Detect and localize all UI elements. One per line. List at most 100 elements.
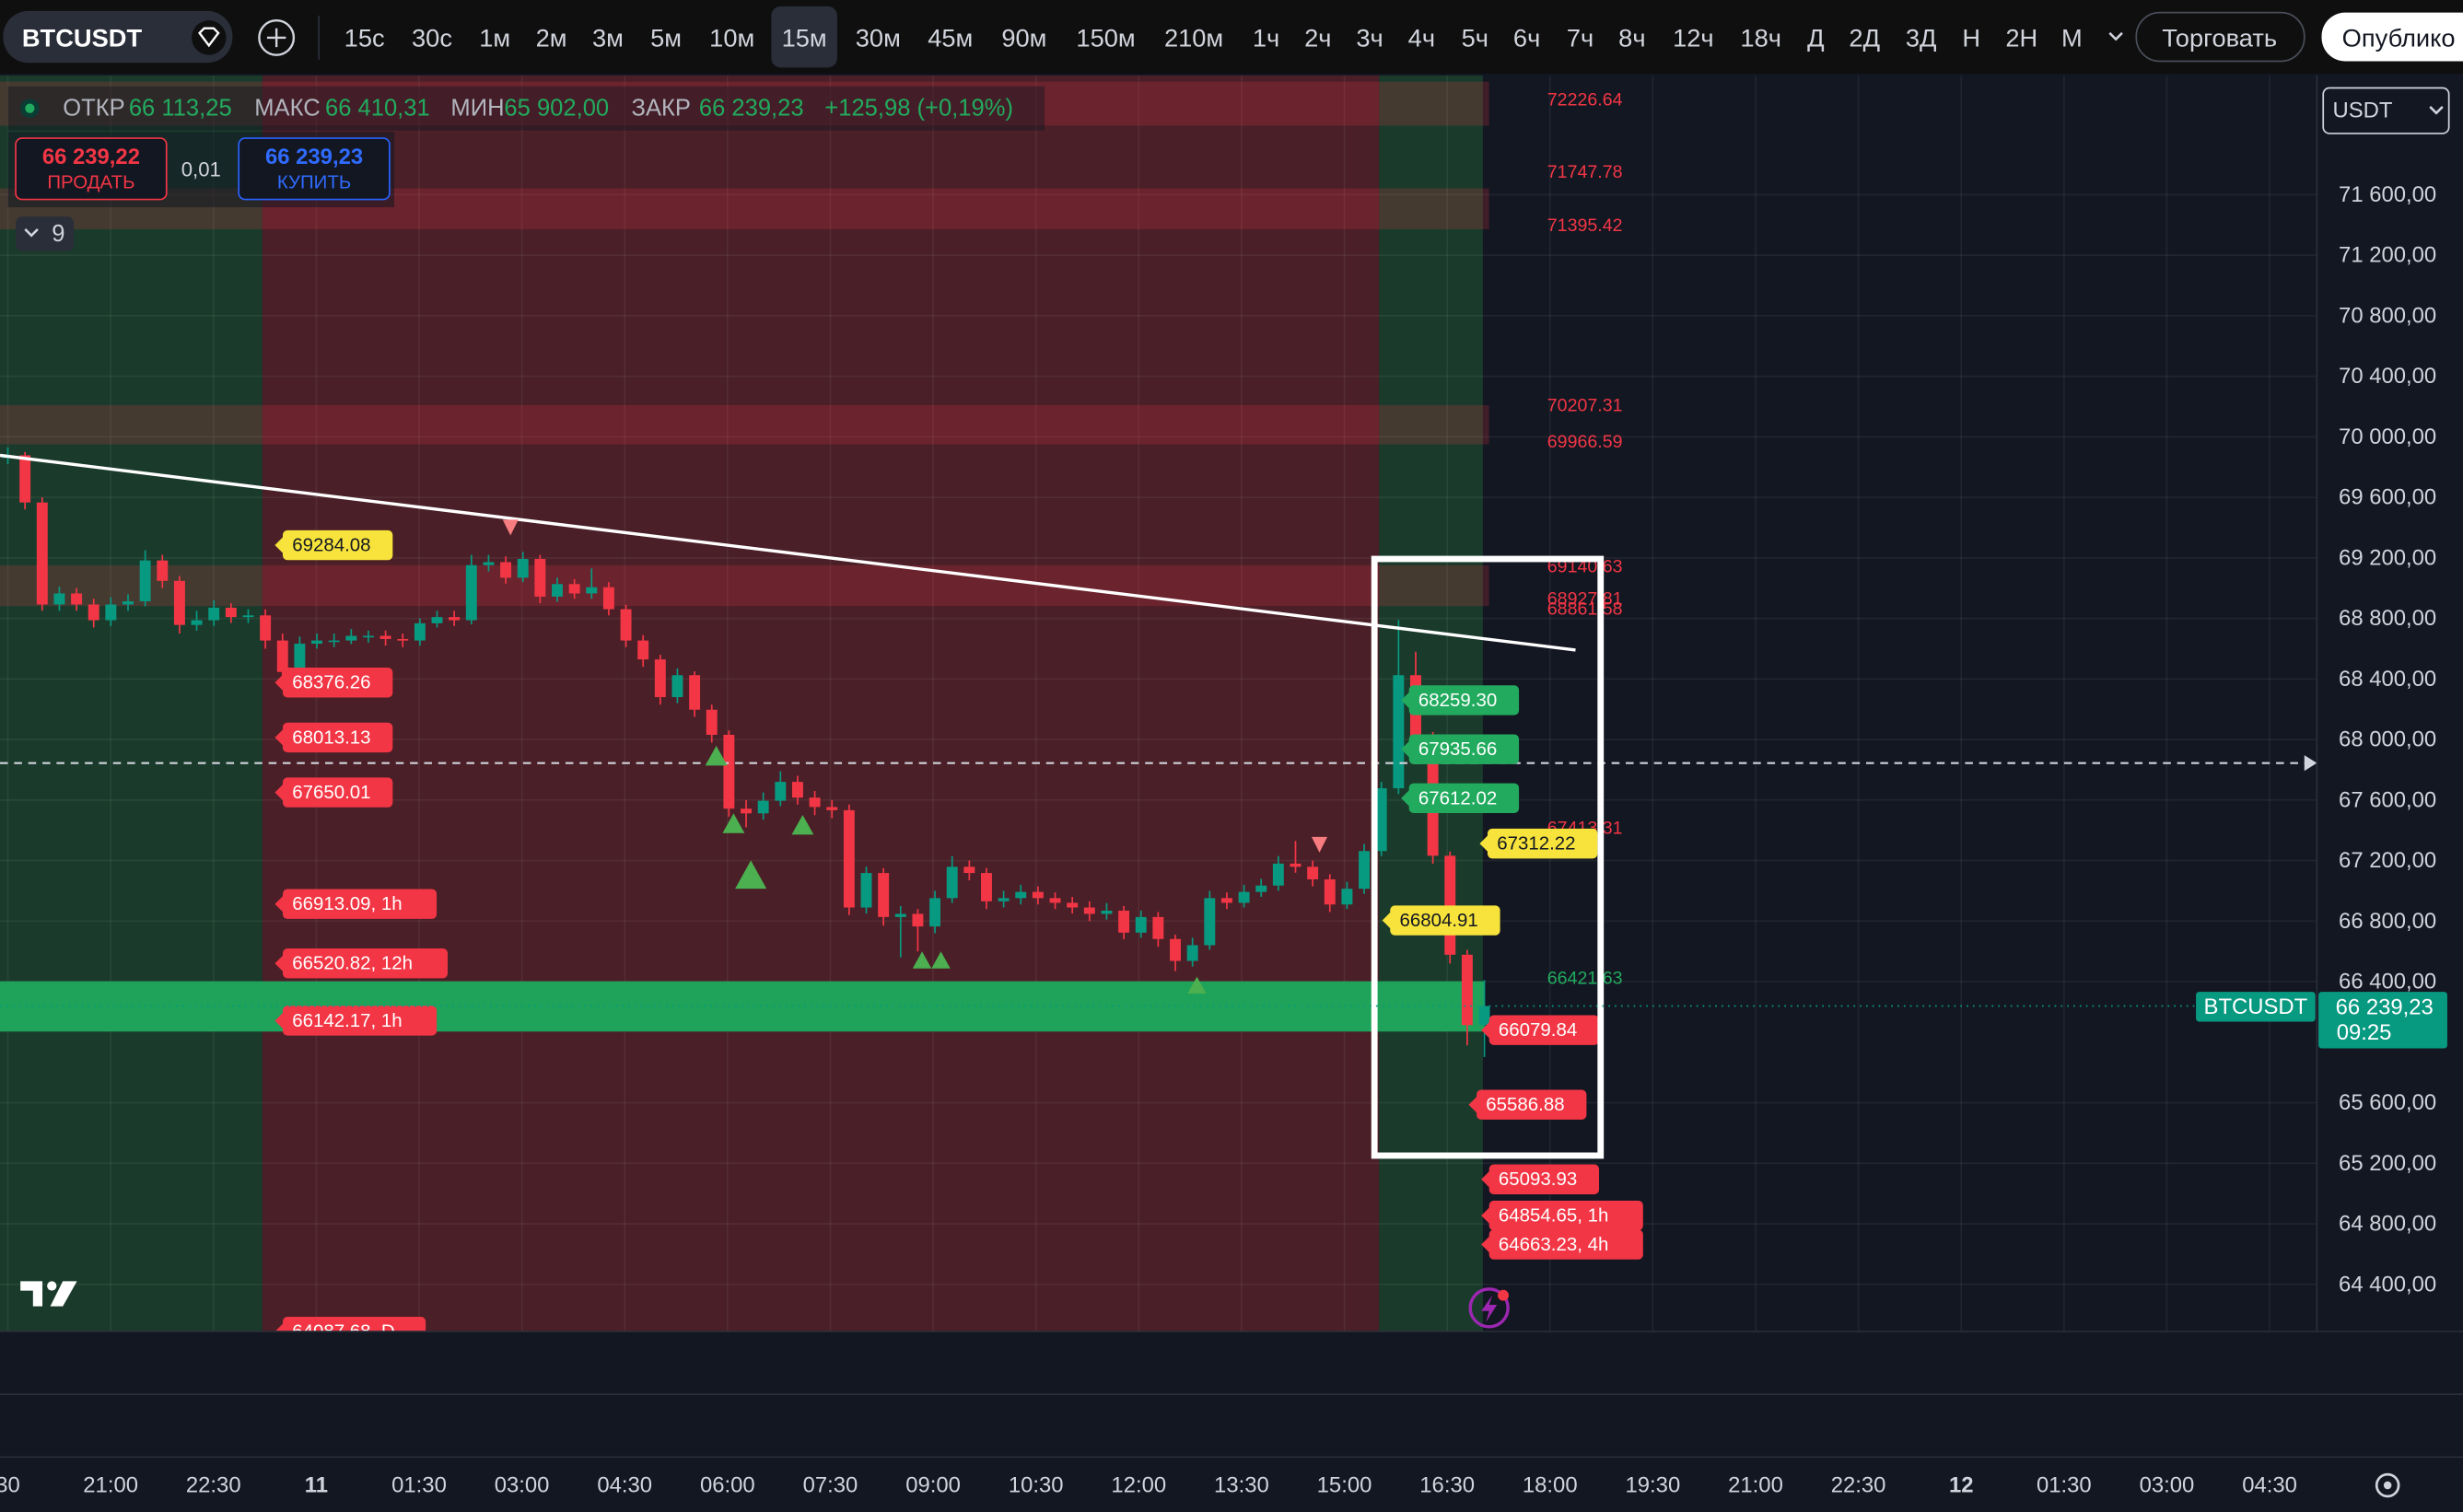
candle-body (741, 808, 752, 814)
timeframe-button[interactable]: 7ч (1567, 23, 1593, 52)
timeframe-button[interactable]: 15м (782, 23, 827, 52)
timeframe-button[interactable]: 2м (536, 23, 567, 52)
candle-body (345, 635, 357, 641)
timeframe-button[interactable]: 210м (1164, 23, 1223, 52)
candle-body (1478, 1006, 1490, 1026)
legend-value: 66 410,31 (325, 96, 430, 122)
candle-body (534, 558, 546, 597)
candle-body (860, 873, 872, 908)
candle-body (1307, 866, 1319, 879)
legend-label: МИН (450, 96, 504, 122)
level-label: 64854.65, 1h (1499, 1205, 1608, 1227)
level-label: 64663.23, 4h (1499, 1234, 1608, 1255)
y-tick-label: 67 600,00 (2339, 787, 2436, 812)
x-tick-label: 01:30 (391, 1473, 447, 1498)
candle-body (1015, 891, 1027, 899)
candle-body (414, 622, 426, 641)
trade-button[interactable] (2135, 11, 2305, 63)
timeframe-button[interactable]: 90м (1001, 23, 1046, 52)
settings-dot (2383, 1481, 2392, 1490)
level-label: 65586.88 (1486, 1094, 1564, 1115)
x-tick-label: 09:00 (905, 1473, 961, 1498)
timeframe-button[interactable]: 6ч (1513, 23, 1540, 52)
level-box (282, 529, 393, 561)
timeframe-button[interactable]: 18ч (1740, 23, 1781, 52)
timeframe-button[interactable]: 30с (412, 23, 452, 52)
chevron[interactable] (2108, 31, 2123, 41)
sell-button[interactable] (15, 137, 168, 201)
y-tick-label: 65 600,00 (2339, 1090, 2436, 1115)
buy-signal (735, 860, 767, 890)
legend-label: ЗАКР (632, 96, 691, 122)
timeframe-button[interactable]: М (2061, 23, 2083, 52)
y-tick-label: 65 200,00 (2339, 1151, 2436, 1176)
level-label: 66421.63 (1547, 969, 1623, 989)
timeframe-button[interactable]: Д (1807, 23, 1824, 52)
candle-body (586, 587, 598, 594)
timeframe-button[interactable]: 15с (344, 23, 385, 52)
x-tick-label: 07:30 (803, 1473, 858, 1498)
countdown: 09:25 (2337, 1020, 2392, 1045)
y-tick-label: 68 000,00 (2339, 727, 2436, 752)
symbol-tag (2196, 992, 2316, 1022)
candle-body (276, 640, 288, 672)
alert-icon[interactable] (1468, 1287, 1510, 1329)
level-pointer (1401, 739, 1411, 759)
candle-body (1444, 855, 1456, 955)
timeframe-button[interactable]: 1ч (1253, 23, 1279, 52)
level-pointer (1401, 691, 1411, 710)
timeframe-button[interactable]: 3м (592, 23, 624, 52)
candle-body (1101, 910, 1113, 914)
candle-body (19, 455, 31, 503)
level-pointer (274, 673, 285, 692)
alert-dot (1498, 1289, 1509, 1301)
timeframe-button[interactable]: 2ч (1304, 23, 1331, 52)
timeframe-button[interactable]: 8ч (1618, 23, 1645, 52)
candle-body (963, 866, 975, 874)
level-pointer (274, 894, 285, 913)
compare-button[interactable] (258, 18, 296, 56)
candle-body (260, 615, 272, 641)
level-label: 66079.84 (1499, 1019, 1577, 1041)
candle-body (1220, 898, 1232, 903)
x-tick-label: 11 (305, 1473, 328, 1498)
timeframe-button[interactable]: 3ч (1356, 23, 1383, 52)
candle-body (449, 617, 461, 621)
candle-body (637, 640, 649, 660)
level-label: 67935.66 (1418, 739, 1497, 760)
currency-select[interactable] (2322, 87, 2450, 134)
logo (20, 1281, 77, 1307)
timeframes: 15с 30с 1м 2м 3м 5м 10м 15м 30м 45м 90м 150м 210м 1ч 2… (344, 6, 2083, 68)
settings-icon[interactable] (2375, 1472, 2400, 1498)
timeframe-button[interactable]: 30м (856, 23, 901, 52)
level-label: 71747.78 (1547, 162, 1623, 182)
indicators-toggle[interactable] (16, 216, 75, 251)
trend-line (0, 453, 1576, 652)
candle-body (981, 873, 992, 901)
level-box (282, 1316, 426, 1332)
timeframe-button[interactable]: Н (1962, 23, 1980, 52)
symbol-search[interactable] (3, 10, 233, 64)
alert-bolt (1481, 1295, 1498, 1322)
timeframe-button[interactable]: 3Д (1906, 23, 1937, 52)
level-pointer (1481, 1020, 1491, 1040)
timeframe-button[interactable]: 2Н (2005, 23, 2037, 52)
timeframe-button[interactable]: 1м (479, 23, 510, 52)
chevron (24, 228, 39, 238)
buy-button[interactable] (238, 137, 391, 201)
y-tick-label: 64 400,00 (2339, 1272, 2436, 1297)
timeframe-button[interactable]: 5м (650, 23, 682, 52)
timeframe-button[interactable]: 12ч (1673, 23, 1714, 52)
timeframe-button[interactable]: 4ч (1408, 23, 1435, 52)
timeframe-button[interactable]: 2Д (1849, 23, 1880, 52)
publish-button[interactable] (2321, 12, 2463, 62)
buy-signal (791, 814, 814, 835)
candle-body (379, 635, 391, 639)
candle-body (397, 638, 409, 641)
timeframe-button[interactable]: 45м (928, 23, 973, 52)
timeframe-button[interactable]: 10м (709, 23, 754, 52)
timeframe-button[interactable]: 150м (1076, 23, 1135, 52)
level-pointer (1382, 911, 1392, 930)
level-label: 66520.82, 12h (292, 953, 413, 974)
timeframe-button[interactable]: 5ч (1462, 23, 1488, 52)
